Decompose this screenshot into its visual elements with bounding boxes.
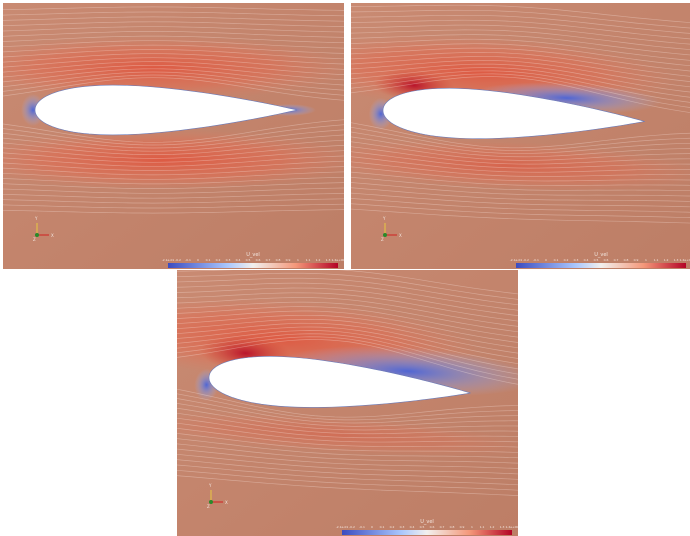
figure: YXZU_vel-2.1e-01-0.2-0.100.10.20.30.40.5… <box>0 0 690 536</box>
colorbar-tick-label: -0.2 <box>349 525 355 529</box>
colorbar-tick-label: 0.1 <box>554 258 559 262</box>
colorbar-tick-label: 1.1 <box>306 258 311 262</box>
colorbar-tick-label: 0 <box>197 258 199 262</box>
colorbar-tick-label: -2.1e-01 <box>336 525 349 529</box>
colorbar-tick-label: 0.1 <box>380 525 385 529</box>
colorbar-tick-label: 0.7 <box>440 525 445 529</box>
axis-label: Y <box>208 483 212 488</box>
colorbar-tick-label: -2.1e-01 <box>510 258 523 262</box>
panel: YXZU_vel-2.1e-01-0.2-0.100.10.20.30.40.5… <box>71 254 563 536</box>
colorbar-tick-label: 1 <box>645 258 647 262</box>
colorbar-tick-label: 0.9 <box>286 258 291 262</box>
colorbar-tick-label: -0.1 <box>359 525 365 529</box>
colorbar-tick-label: 0.2 <box>390 525 395 529</box>
colorbar-tick-label: 0.4 <box>236 258 241 262</box>
colorbar-tick-label: 0.8 <box>276 258 281 262</box>
colorbar-tick-label: 1.4e+00 <box>680 258 690 262</box>
axis-label: X <box>225 500 228 505</box>
axis-label: Y <box>34 216 38 221</box>
colorbar-tick-label: 0.8 <box>624 258 629 262</box>
axis-label: X <box>399 233 402 238</box>
axis-label: Z <box>381 237 384 242</box>
colorbar-tick-label: 1.1 <box>480 525 485 529</box>
axis-label: Z <box>207 504 210 509</box>
colorbar-tick-label: 1.3 <box>326 258 331 262</box>
page: YXZU_vel-2.1e-01-0.2-0.100.10.20.30.40.5… <box>0 0 690 536</box>
colorbar-tick-label: 0.7 <box>614 258 619 262</box>
colorbar-tick-label: 0.3 <box>226 258 231 262</box>
colorbar-tick-label: 0.1 <box>206 258 211 262</box>
axis-label: X <box>51 233 54 238</box>
colorbar-tick-label: 0.7 <box>266 258 271 262</box>
axis-label: Z <box>33 237 36 242</box>
colorbar-tick-label: 0.8 <box>450 525 455 529</box>
colorbar-tick-label: -0.1 <box>185 258 191 262</box>
colorbar-tick-label: 0.4 <box>410 525 415 529</box>
colorbar-tick-label: -0.2 <box>523 258 529 262</box>
colorbar-tick-label: 0.3 <box>400 525 405 529</box>
colorbar-tick-label: 0.6 <box>256 258 261 262</box>
colorbar-tick-label: 0 <box>371 525 373 529</box>
colorbar-scale <box>516 263 686 268</box>
colorbar-scale <box>342 530 512 535</box>
colorbar-tick-label: -0.1 <box>533 258 539 262</box>
colorbar-tick-label: 0.2 <box>564 258 569 262</box>
colorbar-tick-label: 0.9 <box>634 258 639 262</box>
colorbar-tick-label: 1 <box>471 525 473 529</box>
colorbar-tick-label: 1.4e+00 <box>506 525 519 529</box>
colorbar-tick-label: 0.6 <box>430 525 435 529</box>
colorbar-tick-label: 0.4 <box>584 258 589 262</box>
colorbar-tick-label: 0.3 <box>574 258 579 262</box>
colorbar-tick-label: 0.9 <box>460 525 465 529</box>
colorbar-tick-label: 0.5 <box>420 525 425 529</box>
colorbar-tick-label: -2.1e-01 <box>162 258 175 262</box>
colorbar-tick-label: 1.2 <box>316 258 321 262</box>
colorbar-tick-label: 1.1 <box>654 258 659 262</box>
colorbar-tick-label: 1.3 <box>500 525 505 529</box>
colorbar-tick-label: 0.6 <box>604 258 609 262</box>
colorbar-tick-label: 1.2 <box>664 258 669 262</box>
colorbar-tick-label: 0.5 <box>594 258 599 262</box>
colorbar-tick-label: 1.4e+00 <box>332 258 345 262</box>
colorbar-scale <box>168 263 338 268</box>
colorbar-tick-label: 0.2 <box>216 258 221 262</box>
axis-label: Y <box>382 216 386 221</box>
colorbar-tick-label: 0 <box>545 258 547 262</box>
colorbar-tick-label: 0.5 <box>246 258 251 262</box>
colorbar-tick-label: -0.2 <box>175 258 181 262</box>
colorbar-tick-label: 1 <box>297 258 299 262</box>
colorbar-tick-label: 1.3 <box>674 258 679 262</box>
colorbar-tick-label: 1.2 <box>490 525 495 529</box>
